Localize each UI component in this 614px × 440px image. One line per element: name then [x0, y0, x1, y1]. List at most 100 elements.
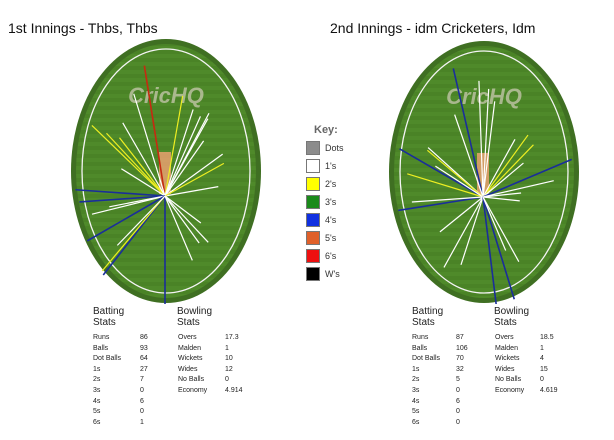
bowling-stats: Bowling Stats Overs 17.3 Malden 1 Wickets 10 Wi…	[177, 306, 243, 398]
boundary-line	[81, 48, 251, 294]
legend-item: 3's	[306, 193, 344, 211]
shot-line-1-runs	[460, 196, 484, 265]
shot-line-1-runs	[164, 195, 200, 244]
stat-label: Economy	[178, 386, 208, 394]
stat-value: 27	[140, 365, 148, 373]
shot-line-1-runs	[482, 180, 554, 198]
stat-value: 6	[140, 397, 144, 405]
stat-value: 64	[140, 355, 148, 363]
stat-label: Overs	[178, 334, 197, 341]
batting-stat-row: 3s 0	[93, 387, 144, 398]
stat-value: 0	[456, 386, 460, 394]
shot-line-4-runs	[482, 196, 516, 300]
shot-line-1-runs	[164, 140, 205, 197]
shot-line-1-runs	[121, 168, 166, 197]
batting-stat-row: 5s 0	[412, 408, 460, 419]
stat-value: 0	[540, 376, 544, 384]
shot-line-2-runs	[91, 124, 166, 197]
stat-label: 2s	[93, 376, 101, 384]
bowling-stat-row: Economy 4.914	[177, 386, 243, 398]
shot-line-1-runs	[411, 196, 484, 203]
stat-value: 1	[225, 344, 229, 352]
stat-value: 0	[456, 418, 460, 426]
batting-stat-row: Runs 86	[93, 334, 148, 345]
batting-stat-row: Runs 87	[412, 334, 464, 345]
shot-line-2-runs	[101, 195, 166, 272]
stat-label: Balls	[412, 344, 428, 352]
legend-item: 2's	[306, 175, 344, 193]
stat-value: 0	[140, 408, 144, 416]
stat-label: No Balls	[495, 376, 522, 384]
shot-line-1-runs	[164, 109, 194, 197]
shot-line-4-runs	[75, 188, 166, 197]
stat-label: 1s	[412, 365, 420, 373]
stat-value: 32	[456, 365, 464, 373]
shot-line-4-runs	[399, 148, 484, 198]
stat-value: 18.5	[540, 334, 554, 341]
shot-line-2-runs	[482, 134, 529, 198]
batting-stat-row: Dot Balls 70	[412, 355, 464, 366]
shot-line-2-runs	[164, 162, 225, 197]
shot-line-1-runs	[482, 192, 522, 198]
innings-1-wagon-wheel: CricHQ	[71, 39, 261, 304]
legend-label: 3's	[325, 197, 337, 207]
legend-swatch-icon	[306, 231, 320, 245]
stat-value: 4	[540, 355, 544, 363]
stat-label: 4s	[93, 397, 101, 405]
shot-line-1-runs	[478, 80, 484, 198]
shot-line-1-runs	[164, 116, 201, 197]
shot-line-1-runs	[454, 114, 484, 198]
stat-value: 86	[140, 334, 148, 341]
shot-line-2-runs	[426, 149, 484, 198]
batting-stat-row: Dot Balls 64	[93, 355, 148, 366]
stat-label: 2s	[412, 376, 420, 384]
batting-stat-row: 6s 1	[93, 419, 144, 430]
stat-label: 6s	[412, 418, 420, 426]
shot-line-1-runs	[109, 195, 166, 208]
stat-value: 87	[456, 334, 464, 341]
shot-line-1-runs	[482, 88, 490, 198]
stat-value: 7	[140, 376, 144, 384]
bowling-stats-heading: Bowling Stats	[177, 306, 213, 328]
stat-value: 6	[456, 397, 460, 405]
bowling-stat-row: No Balls 0	[177, 376, 229, 387]
shot-line-1-runs	[164, 195, 202, 224]
shot-line-1-runs	[435, 165, 484, 198]
innings-1-title: 1st Innings - Thbs, Thbs	[8, 20, 158, 36]
legend-item: W's	[306, 265, 344, 283]
batting-stats: Batting Stats Runs 86 Balls 93 Dot Balls 64 1s 2…	[93, 306, 148, 430]
stat-label: Economy	[495, 386, 525, 394]
shot-line-4-runs	[86, 195, 166, 242]
pitch	[159, 152, 171, 194]
legend-swatch-icon	[306, 141, 320, 155]
batting-stat-row: 5s 0	[93, 408, 144, 419]
boundary-line	[399, 50, 569, 294]
bowling-stat-row: Wides 12	[177, 366, 233, 377]
stat-value: 0	[456, 408, 460, 416]
legend-title: Key:	[314, 124, 338, 136]
shot-line-1-runs	[482, 196, 520, 262]
shot-line-1-runs	[164, 153, 224, 197]
shot-line-1-runs	[482, 196, 507, 251]
stat-label: Malden	[178, 344, 201, 352]
crichq-logo: CricHQ	[446, 84, 522, 109]
stat-label: 5s	[93, 408, 101, 416]
shot-line-1-runs	[91, 195, 166, 215]
legend-swatch-icon	[306, 177, 320, 191]
shot-line-4-runs	[482, 196, 497, 304]
stat-value: 17.3	[225, 334, 239, 341]
stat-label: Wickets	[495, 355, 520, 363]
stat-label: Dot Balls	[93, 355, 122, 363]
stat-value: 0	[140, 386, 144, 394]
shot-line-1-runs	[133, 93, 166, 197]
legend-item: 1's	[306, 157, 344, 175]
shot-line-2-runs	[407, 173, 484, 198]
bowling-stat-row: Wickets 4	[494, 355, 544, 366]
legend: Key: Dots 1's 2's 3's 4's 5's 6's W's	[306, 124, 344, 283]
shot-line-4-runs	[482, 158, 573, 198]
shot-line-1-runs	[164, 186, 219, 197]
crichq-logo: CricHQ	[128, 83, 204, 108]
bowling-stats-heading: Bowling Stats	[494, 306, 530, 328]
legend-item: 6's	[306, 247, 344, 265]
